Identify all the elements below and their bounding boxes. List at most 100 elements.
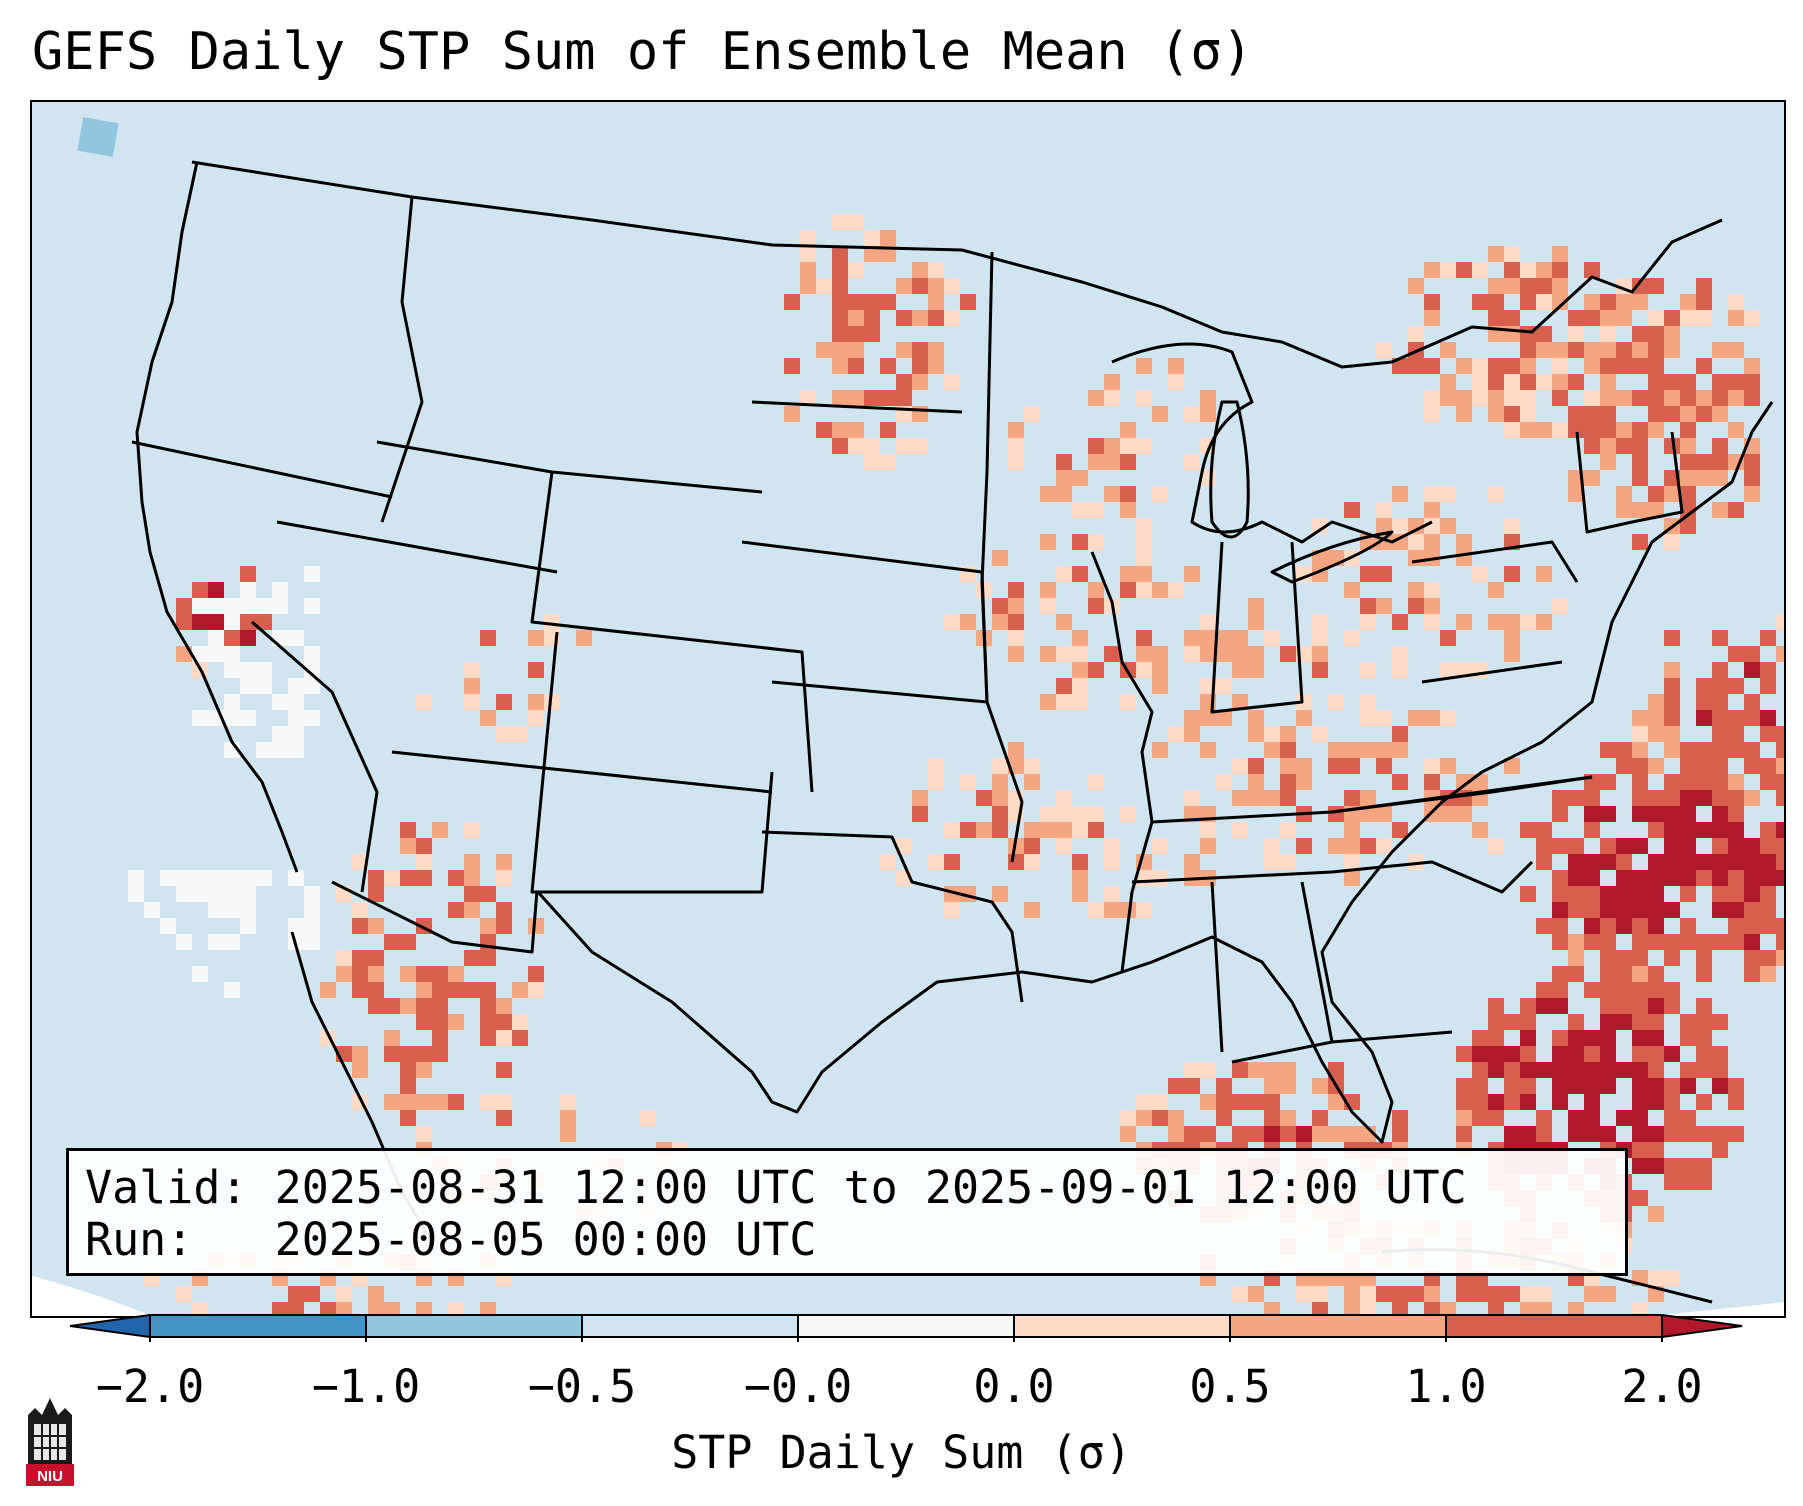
stp-cell: [1008, 646, 1024, 662]
stp-cell: [1776, 822, 1784, 838]
stp-cell: [832, 278, 848, 294]
stp-cell: [1344, 822, 1360, 838]
stp-cell: [1744, 838, 1760, 854]
stp-cell: [1056, 806, 1072, 822]
stp-cell: [1712, 678, 1728, 694]
stp-cell: [960, 614, 976, 630]
stp-cell: [1536, 294, 1552, 310]
stp-cell: [560, 1094, 576, 1110]
stp-cell: [1024, 854, 1040, 870]
stp-cell: [1168, 1078, 1184, 1094]
stp-cell: [1712, 662, 1728, 678]
stp-cell: [1744, 310, 1760, 326]
stp-cell: [240, 918, 256, 934]
stp-cell: [1280, 822, 1296, 838]
stp-cell: [368, 870, 384, 886]
stp-cell: [864, 326, 880, 342]
stp-cell: [1776, 758, 1784, 774]
stp-cell: [464, 678, 480, 694]
four-corners: [391, 750, 773, 794]
stp-cell: [288, 726, 304, 742]
stp-cell: [1552, 342, 1568, 358]
stp-cell: [304, 1286, 320, 1302]
stp-cell: [1680, 1030, 1696, 1046]
stp-cell: [1648, 966, 1664, 982]
stp-cell: [1616, 838, 1632, 854]
stp-cell: [1552, 358, 1568, 374]
stp-cell: [448, 902, 464, 918]
stp-cell: [1056, 822, 1072, 838]
stp-cell: [1776, 726, 1784, 742]
stp-cell: [1360, 838, 1376, 854]
stp-cell: [1728, 790, 1744, 806]
stp-cell: [1728, 854, 1744, 870]
stp-cell: [1744, 710, 1760, 726]
stp-cell: [1776, 934, 1784, 950]
stp-cell: [1632, 1030, 1648, 1046]
stp-cell: [1504, 422, 1520, 438]
stp-cell: [1616, 422, 1632, 438]
stp-cell: [1648, 374, 1664, 390]
stp-cell: [1536, 982, 1552, 998]
stp-cell: [1744, 390, 1760, 406]
stp-cell: [1648, 422, 1664, 438]
stp-cell: [368, 950, 384, 966]
stp-cell: [368, 1286, 384, 1302]
stp-cell: [1584, 886, 1600, 902]
stp-cell: [1776, 950, 1784, 966]
wa-or-border: [131, 440, 393, 499]
stp-cell: [1664, 662, 1680, 678]
stp-cell: [1664, 950, 1680, 966]
stp-cell: [1504, 262, 1520, 278]
stp-cell: [1696, 1046, 1712, 1062]
stp-cell: [1568, 1014, 1584, 1030]
stp-cell: [896, 390, 912, 406]
tx-panhandle: [761, 830, 1024, 1003]
stp-cell: [864, 310, 880, 326]
stp-cell: [1680, 758, 1696, 774]
stp-cell: [384, 998, 400, 1014]
stp-cell: [1712, 342, 1728, 358]
stp-cell: [288, 694, 304, 710]
stp-cell: [992, 886, 1008, 902]
stp-cell: [1664, 838, 1680, 854]
stp-cell: [1696, 694, 1712, 710]
stp-cell: [1104, 646, 1120, 662]
stp-cell: [272, 726, 288, 742]
stp-cell: [1712, 406, 1728, 422]
stp-cell: [1200, 390, 1216, 406]
stp-cell: [1472, 262, 1488, 278]
stp-cell: [1104, 454, 1120, 470]
stp-cell: [1728, 310, 1744, 326]
stp-cell: [880, 294, 896, 310]
stp-cell: [1632, 390, 1648, 406]
stp-cell: [1216, 774, 1232, 790]
stp-cell: [1200, 710, 1216, 726]
stp-cell: [1632, 278, 1648, 294]
stp-cell: [1584, 406, 1600, 422]
stp-cell: [1008, 630, 1024, 646]
stp-cell: [944, 310, 960, 326]
stp-cell: [1296, 774, 1312, 790]
stp-cell: [288, 630, 304, 646]
stp-cell: [1600, 454, 1616, 470]
stp-cell: [1024, 406, 1040, 422]
stp-cell: [1312, 1302, 1328, 1316]
stp-cell: [1680, 438, 1696, 454]
stp-cell: [416, 982, 432, 998]
stp-cell: [368, 982, 384, 998]
stp-cell: [1648, 870, 1664, 886]
stp-cell: [352, 854, 368, 870]
stp-cell: [1248, 774, 1264, 790]
stp-cell: [1520, 262, 1536, 278]
stp-cell: [1088, 902, 1104, 918]
stp-cell: [1680, 470, 1696, 486]
stp-cell: [1472, 374, 1488, 390]
stp-cell: [1504, 1062, 1520, 1078]
colorbar-under-arrow: [70, 1315, 150, 1337]
stp-cell: [512, 1014, 528, 1030]
stp-cell: [1360, 790, 1376, 806]
stp-cell: [1568, 342, 1584, 358]
stp-cell: [1344, 502, 1360, 518]
stp-cell: [1632, 886, 1648, 902]
